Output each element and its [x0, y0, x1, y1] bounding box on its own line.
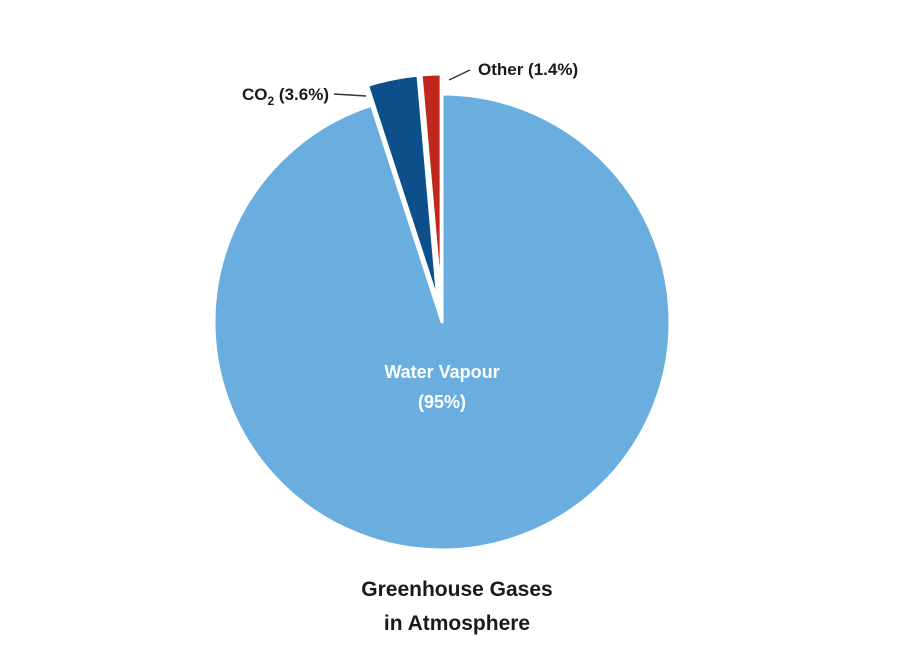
leader-line-other [448, 69, 471, 81]
leader-line-co2 [333, 93, 367, 97]
pie-slice-water-vapour [212, 92, 672, 552]
slice-label-other: Other (1.4%) [478, 60, 578, 79]
chart-title-line-2: in Atmosphere [383, 612, 531, 635]
pie-slice-co [366, 73, 440, 304]
chart-title-line-1: Greenhouse Gases [361, 578, 553, 601]
pie-slice-other [419, 72, 443, 304]
slice-label-co2: CO2 (3.6%) [242, 85, 329, 108]
slice-label-water-vapour: Water Vapour [384, 362, 499, 382]
slice-value-water-vapour: (95%) [418, 392, 466, 412]
